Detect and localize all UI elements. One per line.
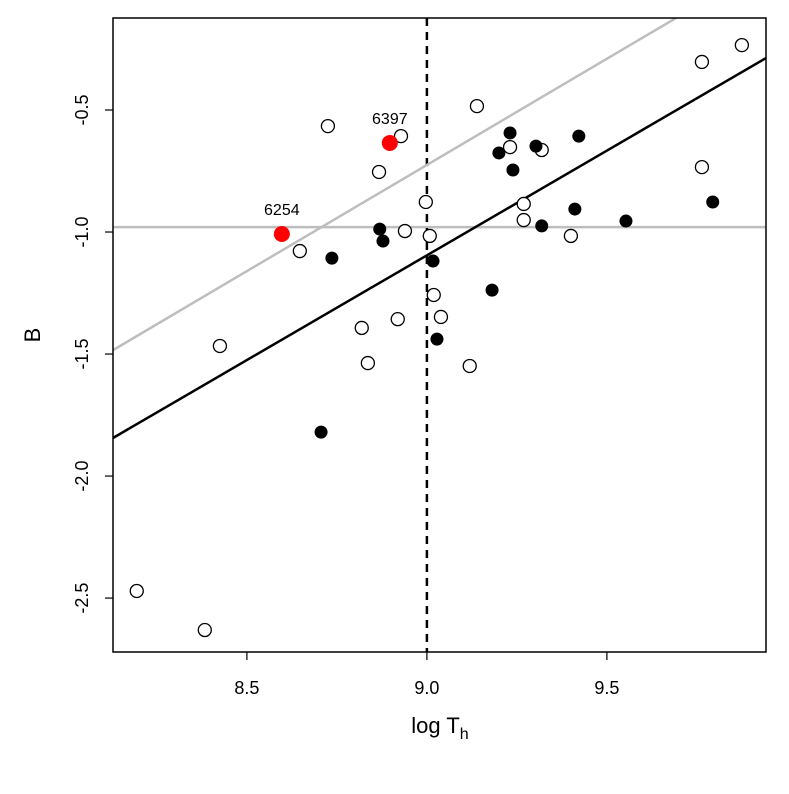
point [397, 223, 413, 239]
point [572, 129, 586, 143]
point [568, 202, 582, 216]
point [390, 311, 405, 327]
point [325, 251, 339, 265]
point [506, 163, 520, 177]
point [273, 225, 290, 242]
point [462, 358, 477, 374]
point [485, 283, 499, 297]
point [314, 425, 328, 439]
point [516, 212, 531, 228]
x-tick-label: 9.0 [414, 678, 439, 698]
y-tick-label: -1.0 [72, 217, 92, 248]
y-tick-label: -0.5 [72, 94, 92, 125]
point [426, 254, 440, 268]
point [694, 54, 710, 70]
point [469, 98, 485, 114]
point [430, 332, 444, 346]
plot-frame [112, 17, 767, 653]
point [503, 126, 517, 140]
point [563, 228, 579, 244]
point [197, 622, 212, 638]
fit-line [113, 18, 677, 352]
x-tick-label: 8.5 [234, 678, 259, 698]
point [381, 134, 398, 151]
point-label: 6397 [372, 111, 408, 128]
point [694, 159, 710, 175]
point [212, 338, 228, 354]
point [371, 164, 387, 180]
point [360, 355, 376, 371]
y-tick-label: -1.5 [72, 339, 92, 370]
fit-line [113, 56, 766, 440]
point [373, 222, 387, 236]
y-tick-label: -2.0 [72, 461, 92, 492]
point [376, 234, 390, 248]
x-tick-label: 9.5 [594, 678, 619, 698]
point [292, 243, 307, 259]
point [129, 583, 144, 599]
point [535, 219, 549, 233]
point [433, 309, 449, 325]
point [529, 139, 543, 153]
point [320, 118, 336, 134]
y-axis-label: B [20, 328, 45, 343]
point [706, 195, 720, 209]
point [418, 194, 433, 210]
x-axis-label-main: log T [411, 713, 460, 738]
y-tick-label: -2.5 [72, 583, 92, 614]
point [422, 228, 437, 244]
x-axis-label-subscript: h [460, 726, 469, 743]
point [426, 287, 441, 303]
point [502, 139, 518, 155]
x-axis-label: log Th [411, 713, 468, 743]
plot-area [113, 18, 766, 652]
point [492, 146, 506, 160]
point [393, 128, 409, 144]
point [354, 320, 369, 336]
point [516, 196, 531, 212]
point [734, 37, 750, 53]
point-label: 6254 [264, 202, 300, 219]
point [619, 214, 633, 228]
